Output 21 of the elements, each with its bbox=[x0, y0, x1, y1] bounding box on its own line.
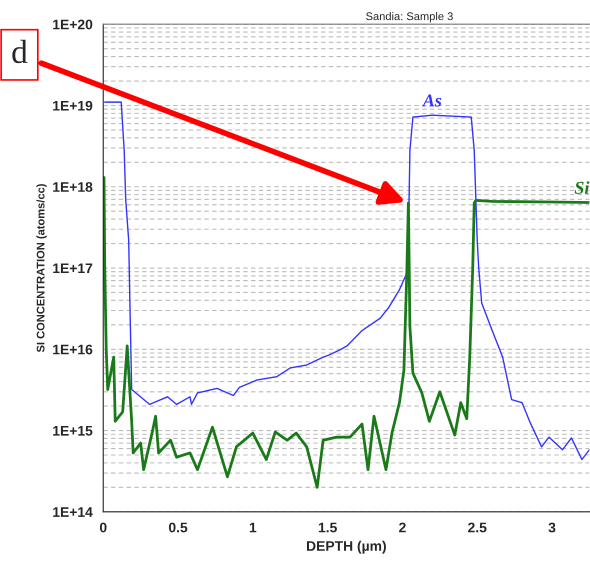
y-tick-label: 1E+16 bbox=[53, 344, 92, 354]
y-tick-label: 1E+19 bbox=[53, 100, 92, 111]
x-axis-title: DEPTH (µm) bbox=[306, 540, 386, 554]
y-tick-label: 1E+15 bbox=[53, 426, 92, 436]
y-axis-title: SI CONCENTRATION (atoms/cc) bbox=[36, 184, 47, 352]
series-label: As bbox=[422, 94, 442, 107]
x-tick-label: 0 bbox=[100, 522, 107, 532]
series-label: Si bbox=[574, 181, 590, 194]
x-tick-label: 1.5 bbox=[318, 522, 337, 532]
x-tick-label: 1 bbox=[250, 522, 256, 532]
x-tick-label: 0.5 bbox=[168, 522, 188, 532]
x-tick-label: 2.5 bbox=[468, 522, 486, 532]
x-tick-label: 2 bbox=[399, 522, 406, 532]
annotation: d bbox=[12, 40, 28, 64]
y-tick-label: 1E+18 bbox=[53, 182, 92, 192]
y-tick-label: 1E+14 bbox=[53, 507, 93, 517]
y-tick-label: 1E+20 bbox=[53, 20, 92, 30]
line-series bbox=[103, 176, 590, 489]
x-tick-label: 3 bbox=[548, 522, 556, 532]
chart-title: Sandia: Sample 3 bbox=[366, 12, 453, 22]
y-tick-label: 1E+17 bbox=[53, 263, 92, 274]
